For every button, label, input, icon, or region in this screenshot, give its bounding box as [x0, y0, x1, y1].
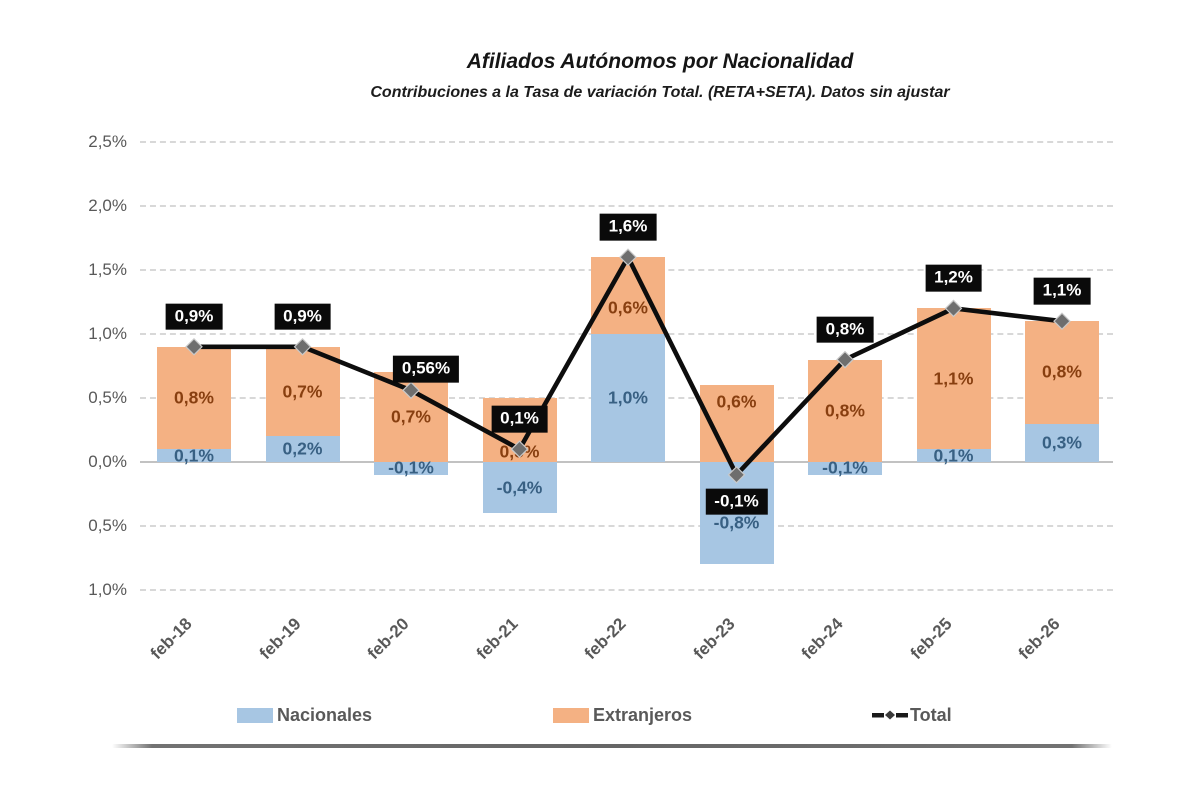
y-axis-label: 2,0% — [88, 196, 127, 215]
bar-label-extranjeros: 1,1% — [933, 368, 974, 389]
bar-segment-extranjeros — [591, 257, 665, 334]
x-axis-label: feb-19 — [255, 614, 305, 664]
bar-label-nacionales: 0,1% — [174, 445, 214, 466]
gridline — [140, 525, 1113, 527]
y-axis-label: 1,5% — [88, 260, 127, 279]
gridline — [140, 589, 1113, 591]
legend-symbol-total-line — [872, 710, 908, 720]
y-axis-label: 1,0% — [88, 324, 127, 343]
y-axis-label: 2,5% — [88, 132, 127, 151]
bar-label-extranjeros: 0,5% — [499, 441, 540, 462]
bar-label-extranjeros: 0,6% — [608, 297, 648, 318]
x-axis-label: feb-20 — [363, 614, 413, 664]
legend-swatch-extranjeros — [553, 707, 589, 723]
bar-label-extranjeros: 0,6% — [716, 391, 757, 412]
bottom-divider — [112, 744, 1112, 748]
legend-item-nacionales: Nacionales — [237, 703, 372, 727]
x-axis-label: feb-23 — [689, 614, 739, 664]
x-axis-label: feb-22 — [580, 614, 630, 664]
total-label-badge: 0,8% — [816, 316, 874, 343]
bar-label-nacionales: -0,1% — [388, 457, 434, 478]
y-axis-label: 0,5% — [88, 516, 127, 535]
y-axis-label: 0,5% — [88, 388, 127, 407]
x-axis-label: feb-24 — [797, 614, 847, 664]
legend-item-extranjeros: Extranjeros — [553, 703, 692, 727]
x-axis-label: feb-21 — [472, 614, 522, 664]
y-axis-label: 0,0% — [88, 452, 127, 471]
bar-label-nacionales: 0,1% — [933, 445, 974, 466]
total-label-badge: 0,1% — [491, 405, 548, 433]
legend: Nacionales Extranjeros Total — [0, 703, 1200, 729]
bar-label-extranjeros: 0,8% — [174, 387, 214, 408]
total-label-badge: 0,9% — [274, 303, 331, 331]
bar-label-extranjeros: 0,8% — [825, 400, 865, 421]
bar-label-extranjeros: 0,7% — [282, 381, 323, 402]
bar-label-extranjeros: 0,8% — [1042, 361, 1082, 382]
chart-title: Afiliados Autónomos por Nacionalidad — [466, 50, 854, 73]
bar-label-nacionales: 1,0% — [608, 387, 648, 408]
bar-label-extranjeros: 0,7% — [391, 406, 431, 427]
x-axis-label: feb-18 — [146, 614, 196, 664]
total-label-badge: 0,9% — [165, 303, 223, 331]
gridline — [140, 141, 1113, 143]
legend-label: Extranjeros — [593, 704, 693, 725]
bar-label-nacionales: -0,1% — [822, 457, 868, 478]
legend-swatch-nacionales — [237, 707, 273, 723]
legend-label: Total — [910, 704, 952, 725]
bar-label-nacionales: -0,8% — [713, 512, 760, 533]
total-label-badge: 1,2% — [925, 265, 982, 292]
total-label-badge: 1,6% — [599, 213, 657, 241]
total-label-badge: 1,1% — [1033, 277, 1091, 305]
total-label-badge: 0,56% — [392, 355, 460, 383]
bar-label-nacionales: 0,2% — [282, 438, 323, 459]
legend-item-total: Total — [872, 703, 952, 727]
bar-label-nacionales: 0,3% — [1042, 432, 1082, 453]
x-axis-label: feb-26 — [1014, 614, 1064, 664]
x-axis-label: feb-25 — [906, 614, 956, 664]
legend-label: Nacionales — [277, 704, 373, 725]
bar-label-nacionales: -0,4% — [496, 477, 543, 498]
total-label-badge: -0,1% — [705, 488, 768, 516]
y-axis-label: 1,0% — [88, 580, 127, 599]
gridline — [140, 205, 1113, 207]
chart-subtitle: Contribuciones a la Tasa de variación To… — [370, 84, 950, 101]
